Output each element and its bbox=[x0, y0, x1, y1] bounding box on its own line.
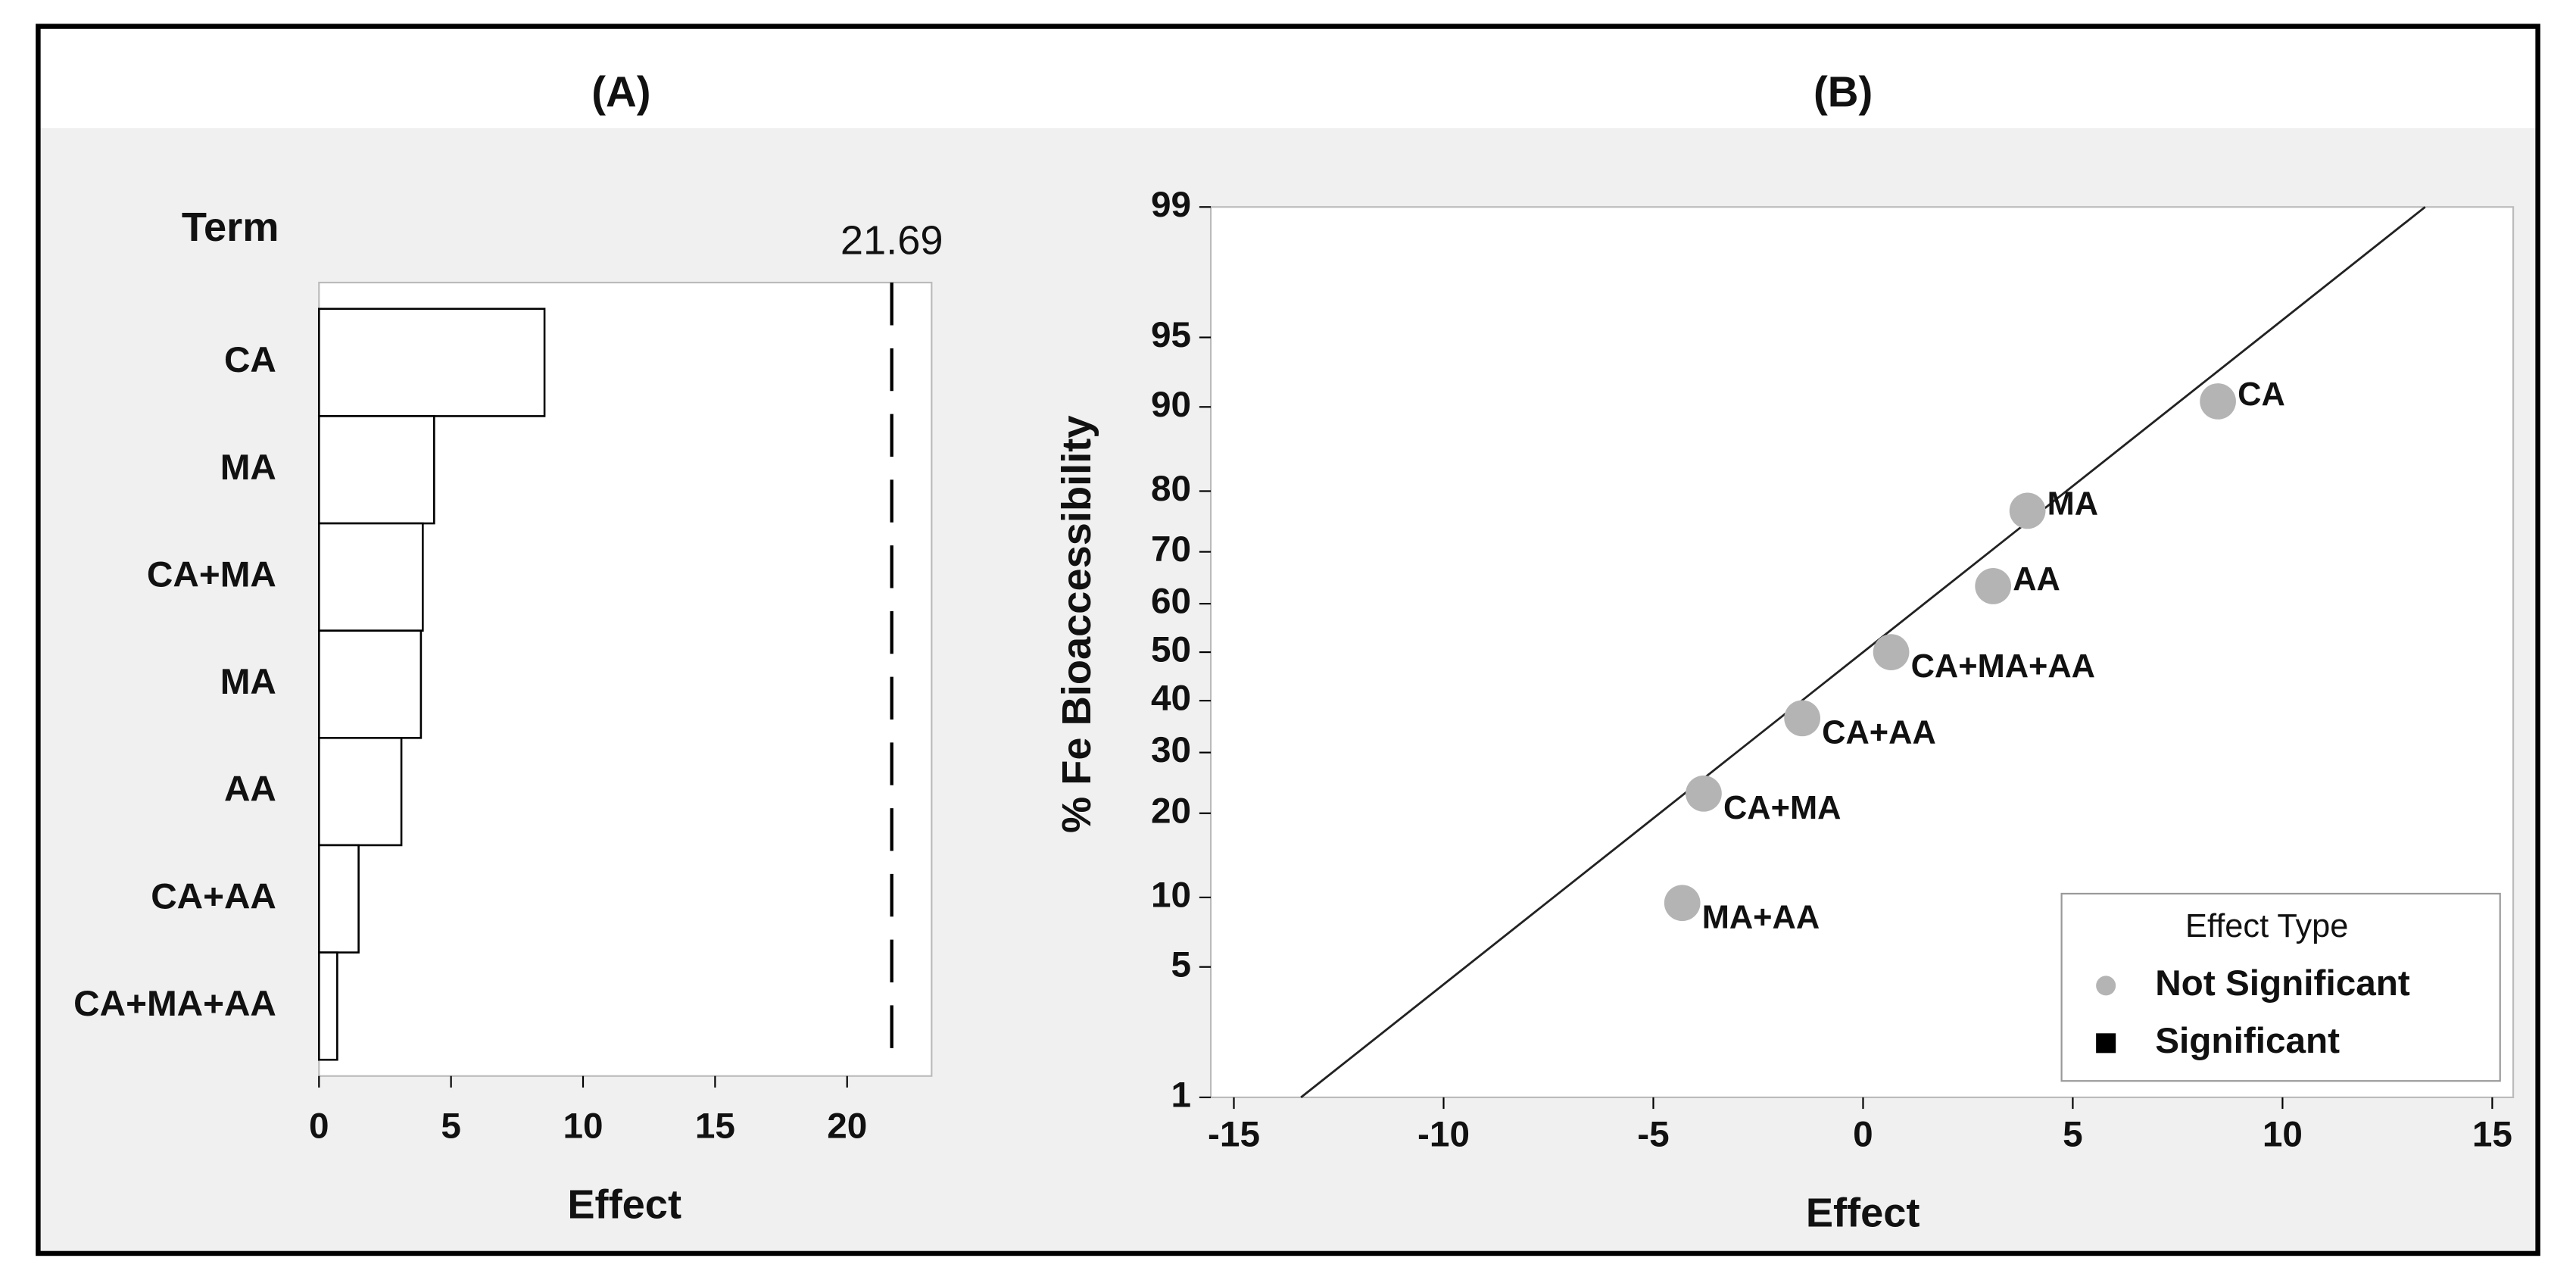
reference-label: 21.69 bbox=[840, 217, 943, 263]
y-tick-label: 30 bbox=[1151, 730, 1191, 770]
point bbox=[1686, 775, 1722, 812]
x-tick-label: 10 bbox=[563, 1107, 603, 1147]
point bbox=[1873, 634, 1910, 670]
y-axis-label: % Fe Bioaccessibility bbox=[1054, 415, 1099, 832]
point-label: AA bbox=[2013, 561, 2060, 598]
x-tick-label: -10 bbox=[1417, 1115, 1470, 1155]
chart-title: (B) bbox=[1813, 68, 1873, 116]
legend-label: Not Significant bbox=[2155, 963, 2410, 1004]
x-tick-label: -5 bbox=[1637, 1115, 1669, 1155]
point bbox=[1975, 568, 2012, 604]
x-tick-label: 15 bbox=[2472, 1115, 2512, 1155]
x-tick-label: 20 bbox=[827, 1107, 867, 1147]
y-tick-label: 70 bbox=[1151, 529, 1191, 570]
point bbox=[2200, 383, 2236, 420]
bar bbox=[317, 844, 360, 954]
point-label: CA+MA+AA bbox=[1911, 648, 2095, 685]
point-label: MA bbox=[2047, 485, 2098, 522]
x-tick-label: 0 bbox=[309, 1107, 329, 1147]
y-tick-label: CA+MA+AA bbox=[73, 984, 276, 1024]
legend-label: Significant bbox=[2155, 1021, 2340, 1061]
x-tick-label: 15 bbox=[695, 1107, 735, 1147]
y-tick-label: 99 bbox=[1151, 185, 1191, 225]
legend-marker bbox=[2096, 1033, 2116, 1054]
chart-title: (A) bbox=[591, 68, 650, 116]
y-tick-label: MA bbox=[220, 448, 276, 488]
point-label: CA+AA bbox=[1822, 714, 1936, 751]
point-label: CA+MA bbox=[1723, 790, 1841, 826]
bar bbox=[317, 737, 403, 847]
bar bbox=[317, 522, 424, 632]
bar bbox=[317, 951, 338, 1061]
y-tick-label: 1 bbox=[1171, 1075, 1191, 1116]
x-tick-label: 5 bbox=[441, 1107, 461, 1147]
y-tick-label: 95 bbox=[1151, 315, 1191, 355]
frame bbox=[36, 23, 2540, 1256]
bar bbox=[317, 307, 546, 417]
x-tick-label: 0 bbox=[1853, 1115, 1873, 1155]
y-tick-label: 5 bbox=[1171, 944, 1191, 985]
legend-marker bbox=[2096, 976, 2116, 996]
y-tick-label: AA bbox=[224, 769, 276, 810]
y-tick-label: 10 bbox=[1151, 876, 1191, 916]
y-tick-label: 50 bbox=[1151, 630, 1191, 670]
y-tick-label: CA+MA bbox=[147, 554, 276, 595]
x-tick-label: -15 bbox=[1208, 1115, 1260, 1155]
y-tick-label: 40 bbox=[1151, 679, 1191, 719]
y-tick-label: 20 bbox=[1151, 791, 1191, 831]
legend-title: Effect Type bbox=[2185, 908, 2348, 944]
y-tick-label: 60 bbox=[1151, 582, 1191, 622]
legend-box bbox=[2060, 892, 2501, 1082]
y-tick-label: MA bbox=[220, 662, 276, 702]
point bbox=[1784, 700, 1820, 737]
y-axis-label: Term bbox=[182, 204, 279, 250]
y-tick-label: CA+AA bbox=[151, 876, 276, 916]
x-axis-label: Effect bbox=[567, 1182, 681, 1228]
x-tick-label: 10 bbox=[2263, 1115, 2303, 1155]
fit-line bbox=[1300, 206, 2426, 1099]
y-tick-label: 80 bbox=[1151, 469, 1191, 509]
y-tick-label: 90 bbox=[1151, 385, 1191, 425]
x-axis-label: Effect bbox=[1806, 1190, 1920, 1235]
y-tick-label: CA bbox=[224, 340, 276, 380]
bar bbox=[317, 415, 435, 525]
point bbox=[1664, 885, 1701, 922]
point bbox=[2009, 492, 2046, 529]
point-label: CA bbox=[2238, 376, 2285, 413]
bar bbox=[317, 629, 423, 739]
x-tick-label: 5 bbox=[2063, 1115, 2083, 1155]
point-label: MA+AA bbox=[1702, 899, 1820, 935]
